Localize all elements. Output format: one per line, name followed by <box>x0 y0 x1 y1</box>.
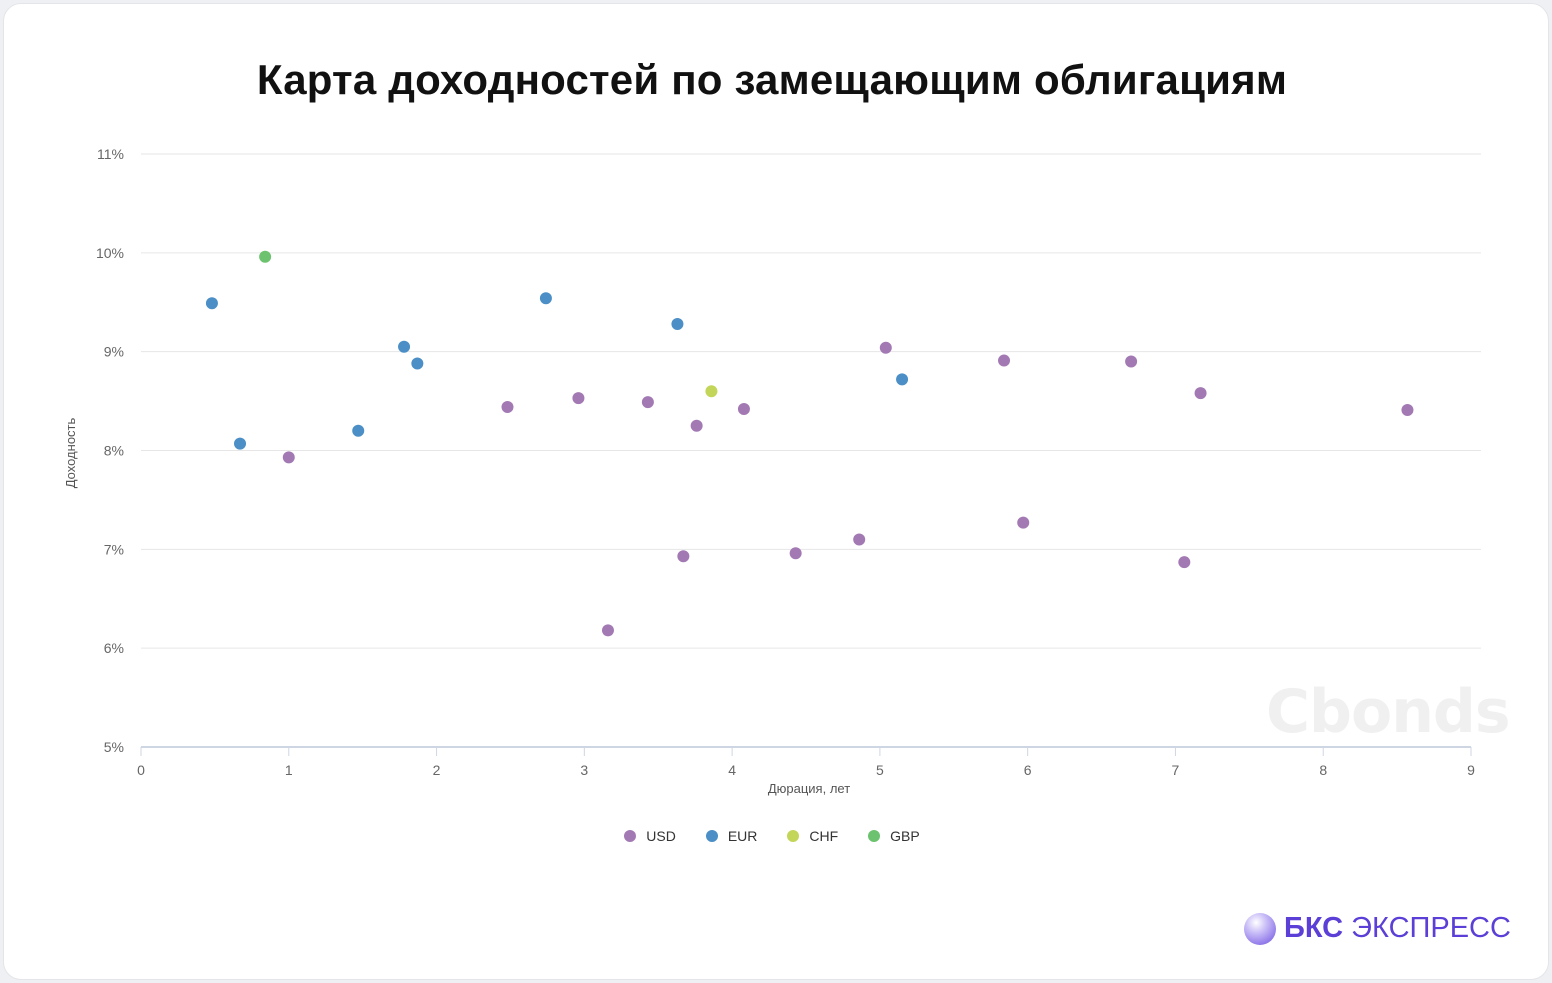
y-tick-label: 11% <box>97 146 124 162</box>
data-points <box>205 250 1414 637</box>
legend-label: GBP <box>890 828 920 844</box>
data-point-usd[interactable] <box>1194 387 1207 400</box>
data-point-usd[interactable] <box>879 341 892 354</box>
legend-marker-icon <box>705 830 718 842</box>
legend-marker-icon <box>868 830 881 842</box>
chart-card: Карта доходностей по замещающим облигаци… <box>3 3 1549 980</box>
x-tick-label: 6 <box>1024 762 1032 778</box>
data-point-gbp[interactable] <box>259 250 272 263</box>
legend-label: USD <box>646 828 676 844</box>
brand-name: БКС ЭКСПРЕСС <box>1284 912 1511 944</box>
data-point-usd[interactable] <box>789 547 802 560</box>
data-point-eur[interactable] <box>671 317 684 330</box>
grid-lines <box>141 153 1481 649</box>
data-point-usd[interactable] <box>690 419 703 432</box>
data-point-usd[interactable] <box>501 401 514 414</box>
legend-item-chf[interactable]: CHF <box>787 828 838 844</box>
y-tick-label: 5% <box>104 739 124 755</box>
data-point-usd[interactable] <box>572 392 585 405</box>
legend-label: CHF <box>809 828 839 844</box>
data-point-usd[interactable] <box>737 402 750 415</box>
y-tick-label: 9% <box>104 344 124 360</box>
scatter-chart: 5% 6% 7% 8% 9% 10% 11% 0 1 2 3 4 5 6 7 8 9 Дюрация, лет… <box>63 146 1481 796</box>
data-point-eur[interactable] <box>398 340 411 353</box>
x-tick-label: 7 <box>1172 762 1180 778</box>
legend-marker-icon <box>787 830 800 842</box>
data-point-usd[interactable] <box>641 396 654 409</box>
legend-item-gbp[interactable]: GBP <box>868 828 920 844</box>
data-point-eur[interactable] <box>539 292 552 305</box>
data-point-chf[interactable] <box>705 385 718 398</box>
y-tick-label: 7% <box>104 541 124 557</box>
legend-item-usd[interactable]: USD <box>624 828 676 844</box>
data-point-eur[interactable] <box>352 424 365 437</box>
legend-label: EUR <box>727 828 758 844</box>
y-tick-label: 8% <box>104 443 124 459</box>
bks-express-logo: БКС ЭКСПРЕСС <box>1244 912 1511 945</box>
x-tick-label: 4 <box>728 762 736 778</box>
data-point-usd[interactable] <box>282 451 295 464</box>
y-tick-label: 6% <box>104 640 124 656</box>
data-point-usd[interactable] <box>853 533 866 546</box>
data-point-eur[interactable] <box>896 373 909 386</box>
x-tick-label: 8 <box>1319 762 1327 778</box>
data-point-usd[interactable] <box>1401 403 1414 416</box>
legend-item-eur[interactable]: EUR <box>705 828 758 844</box>
data-point-usd[interactable] <box>1178 556 1191 569</box>
y-axis-label: Доходность <box>63 418 78 489</box>
data-point-usd[interactable] <box>601 624 614 637</box>
data-point-usd[interactable] <box>1125 355 1138 368</box>
x-axis-label: Дюрация, лет <box>768 781 850 796</box>
data-point-usd[interactable] <box>998 354 1011 367</box>
x-tick-label: 1 <box>285 762 293 778</box>
y-tick-label: 10% <box>96 245 124 261</box>
data-point-eur[interactable] <box>411 357 424 370</box>
x-tick-label: 0 <box>137 762 145 778</box>
chart-title: Карта доходностей по замещающим облигаци… <box>256 56 1288 103</box>
x-tick-label: 2 <box>433 762 441 778</box>
bks-sphere-icon <box>1244 912 1276 945</box>
cbonds-watermark: Cbonds <box>1266 677 1511 747</box>
x-tick-label: 5 <box>876 762 884 778</box>
legend-marker-icon <box>624 830 637 842</box>
x-axis: 0 1 2 3 4 5 6 7 8 9 <box>137 746 1475 778</box>
x-tick-label: 9 <box>1467 762 1475 778</box>
data-point-usd[interactable] <box>1017 516 1030 529</box>
data-point-usd[interactable] <box>677 550 690 563</box>
x-tick-label: 3 <box>580 762 588 778</box>
data-point-eur[interactable] <box>234 437 247 450</box>
chart-legend: USD EUR CHF GBP <box>4 828 1540 844</box>
data-point-eur[interactable] <box>205 297 218 310</box>
y-axis-ticks: 5% 6% 7% 8% 9% 10% 11% <box>96 146 124 755</box>
